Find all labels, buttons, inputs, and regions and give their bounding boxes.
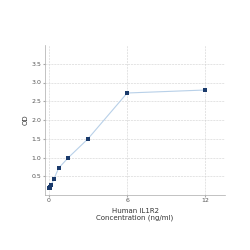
- Point: [204, 88, 208, 92]
- Point: [125, 91, 129, 95]
- Point: [48, 185, 52, 189]
- Point: [52, 177, 56, 181]
- Point: [48, 186, 52, 190]
- Y-axis label: OD: OD: [23, 115, 29, 125]
- X-axis label: Human IL1R2
Concentration (ng/ml): Human IL1R2 Concentration (ng/ml): [96, 208, 174, 221]
- Point: [86, 137, 90, 141]
- Point: [49, 183, 53, 187]
- Point: [47, 186, 51, 190]
- Point: [66, 156, 70, 160]
- Point: [57, 166, 61, 170]
